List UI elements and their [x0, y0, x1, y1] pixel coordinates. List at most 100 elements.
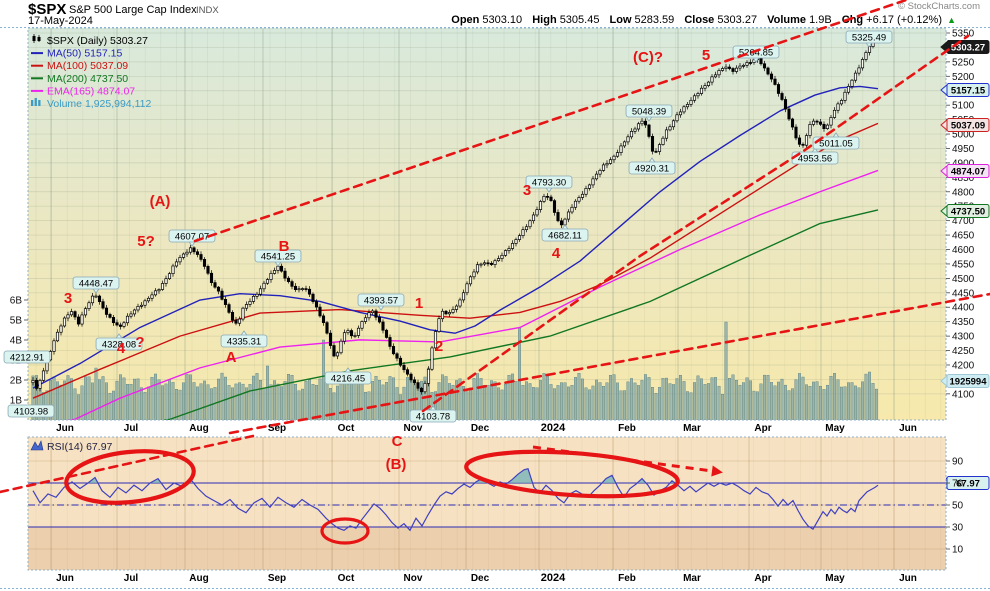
price-tick: 5100: [952, 101, 975, 112]
exchange-label: INDX: [196, 5, 219, 16]
month-label: 2024: [541, 572, 566, 584]
axes: 4100415042004250430043504400445045004550…: [10, 29, 975, 585]
svg-text:67.97: 67.97: [956, 479, 980, 490]
svg-text:4793.30: 4793.30: [532, 178, 566, 189]
price-label: [845, 30, 893, 44]
price-tick: 4550: [952, 259, 975, 270]
volume-value: 1.9B: [809, 14, 832, 26]
month-label: 2024: [541, 422, 566, 434]
rsi-legend: RSI(14) 67.97: [30, 440, 113, 453]
index-title: S&P 500 Large Cap Index: [69, 4, 197, 16]
price-tick: 4300: [952, 332, 975, 343]
axis-tag: [946, 204, 990, 218]
price-tick: 5250: [952, 57, 975, 68]
wave-label: 4: [117, 340, 126, 357]
svg-text:5157.15: 5157.15: [951, 86, 986, 97]
svg-text:4335.31: 4335.31: [227, 337, 261, 348]
legend-ma200: MA(200) 4737.50: [47, 73, 128, 85]
svg-text:4328.08: 4328.08: [102, 340, 136, 351]
price-tick: 4200: [952, 360, 975, 371]
price-label: [7, 404, 55, 418]
price-tick: 4400: [952, 303, 975, 314]
hand-drawn-annotations: 3 5? (A) 4 ? A B 1 2 3 4 5 (C)? C (B): [0, 0, 990, 545]
svg-text:5037.09: 5037.09: [951, 121, 985, 132]
wave-label: 5?: [137, 233, 155, 250]
month-label: Jun: [56, 573, 74, 584]
main-panel-border: [27, 27, 947, 421]
price-tick: 4250: [952, 346, 975, 357]
month-label: Apr: [754, 423, 771, 434]
rsi-panel-border: [27, 436, 947, 571]
wave-label: (C)?: [633, 49, 663, 66]
volume-label: Volume: [767, 14, 807, 26]
wave-label: 3: [523, 182, 531, 199]
price-label: [625, 104, 673, 118]
highlight-ellipse-3: [464, 449, 680, 499]
price-label: [812, 136, 860, 150]
svg-text:4216.45: 4216.45: [331, 374, 365, 385]
month-label: Oct: [338, 573, 355, 584]
low-value: 5283.59: [634, 14, 675, 26]
month-label: Aug: [189, 573, 208, 584]
rsi-tick: 50: [952, 501, 964, 512]
month-label: Mar: [683, 423, 701, 434]
axis-tag: [946, 374, 990, 388]
price-tick: 4650: [952, 231, 975, 242]
volume-tick: 2B: [10, 376, 23, 387]
price-label: [541, 228, 589, 242]
open-value: 5303.10: [482, 14, 523, 26]
svg-text:1925994: 1925994: [950, 377, 988, 388]
month-label: Jun: [899, 573, 917, 584]
wave-label: (B): [386, 456, 407, 473]
close-label: Close: [684, 14, 715, 26]
month-label: Jul: [124, 423, 139, 434]
price-tick: 4500: [952, 274, 975, 285]
month-label: Dec: [471, 573, 490, 584]
month-label: Sep: [268, 573, 286, 584]
rsi-tick: 70: [952, 479, 964, 490]
svg-text:4682.11: 4682.11: [548, 231, 582, 242]
chg-value: +6.17 (+0.12%): [866, 14, 942, 26]
price-tick: 4850: [952, 173, 975, 184]
wave-label: A: [226, 349, 237, 366]
open-label: Open: [451, 14, 480, 26]
volume-tick: 6B: [10, 296, 23, 307]
price-tick: 4600: [952, 245, 975, 256]
month-label: Jun: [56, 423, 74, 434]
axis-tag: [946, 83, 990, 97]
candlestick-series: [31, 36, 875, 395]
price-label: [324, 371, 372, 385]
month-label: Mar: [683, 573, 701, 584]
price-tick: 5200: [952, 72, 975, 83]
price-label: [3, 350, 51, 364]
legend-ma50: MA(50) 5157.15: [47, 48, 122, 60]
month-label: May: [825, 423, 845, 434]
price-tick: 4100: [952, 389, 975, 400]
svg-text:5048.39: 5048.39: [632, 107, 666, 118]
wave-label: 4: [552, 245, 561, 262]
svg-text:4448.47: 4448.47: [79, 279, 113, 290]
svg-text:5325.49: 5325.49: [852, 33, 886, 44]
axis-tag: [946, 164, 990, 178]
axis-tag: [946, 118, 990, 132]
symbol-label: $SPX: [28, 1, 67, 18]
volume-bars: [31, 321, 879, 420]
svg-text:4737.50: 4737.50: [951, 207, 985, 218]
rsi-icon: [30, 440, 44, 451]
month-label: Nov: [404, 423, 423, 434]
price-label: [357, 293, 405, 307]
wave-label: B: [279, 238, 290, 255]
arrowhead-icon: [711, 465, 723, 477]
legend-ema165: EMA(165) 4874.07: [47, 85, 135, 97]
ma-line-ma100: [32, 122, 879, 399]
high-label: High: [532, 14, 557, 26]
month-label: Feb: [618, 423, 636, 434]
trendline-4: [421, 34, 970, 413]
price-tick: 5350: [952, 29, 975, 40]
volume-tick: 4B: [10, 336, 23, 347]
wave-label: 2: [435, 338, 443, 355]
svg-text:4541.25: 4541.25: [261, 252, 295, 263]
ma-line-ma200: [160, 209, 879, 420]
